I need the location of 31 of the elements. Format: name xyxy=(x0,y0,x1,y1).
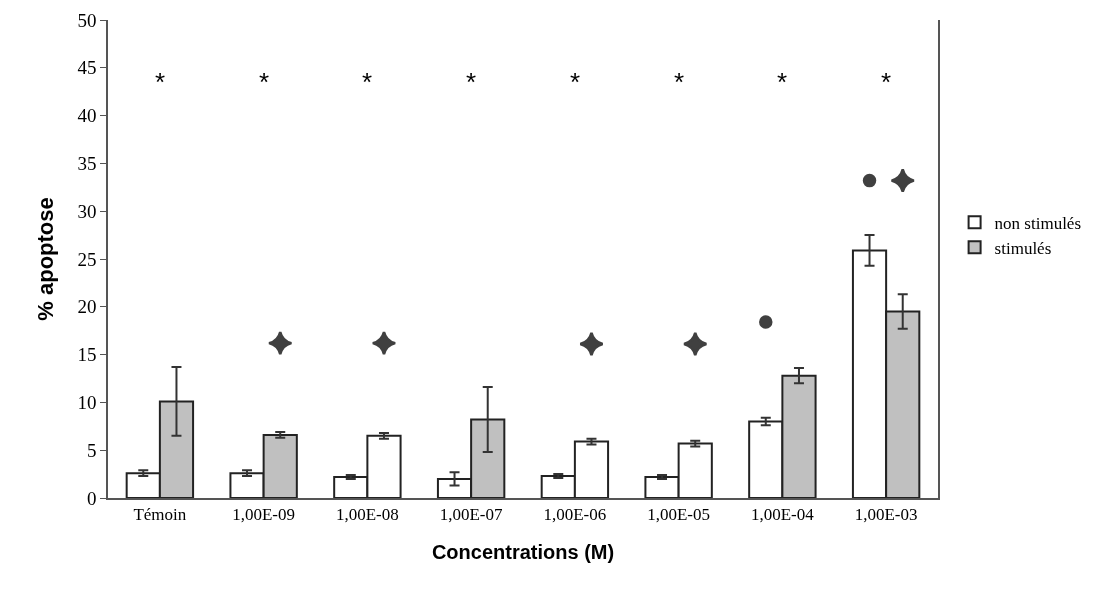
x-tick-label: 1,00E-09 xyxy=(232,505,296,525)
annotation: * xyxy=(570,67,581,97)
annotation: * xyxy=(466,67,477,97)
y-tick-label: 50 xyxy=(77,9,97,31)
annotation: * xyxy=(259,67,270,97)
y-tick-label: 45 xyxy=(77,57,97,79)
x-tick-label: 1,00E-06 xyxy=(543,505,607,525)
y-tick-label: 0 xyxy=(86,487,97,509)
legend-label: stimulés xyxy=(994,238,1052,258)
x-tick-label: 1,00E-04 xyxy=(750,505,815,525)
x-tick-label: 1,00E-07 xyxy=(439,505,504,525)
y-tick-label: 25 xyxy=(77,248,97,270)
x-tick-label: 1,00E-05 xyxy=(647,505,711,525)
y-tick-label: 5 xyxy=(86,439,97,461)
y-tick-label: 30 xyxy=(77,200,97,222)
x-axis-title: Concentrations (M) xyxy=(431,541,615,564)
legend-label: non stimulés xyxy=(994,213,1082,233)
annotation: * xyxy=(674,67,685,97)
y-tick-label: 10 xyxy=(77,392,97,414)
annotation: * xyxy=(777,67,788,97)
x-tick-label: 1,00E-08 xyxy=(335,505,399,525)
y-tick-label: 15 xyxy=(77,344,97,366)
y-axis-title: % apoptose xyxy=(32,197,58,321)
annotation: * xyxy=(155,67,166,97)
x-tick-label: 1,00E-03 xyxy=(854,505,918,525)
annotation: * xyxy=(362,67,373,97)
x-tick-label: Témoin xyxy=(133,505,187,525)
y-tick-label: 40 xyxy=(77,105,97,127)
y-tick-label: 35 xyxy=(77,153,97,175)
annotation: * xyxy=(881,67,892,97)
y-tick-label: 20 xyxy=(77,296,97,318)
